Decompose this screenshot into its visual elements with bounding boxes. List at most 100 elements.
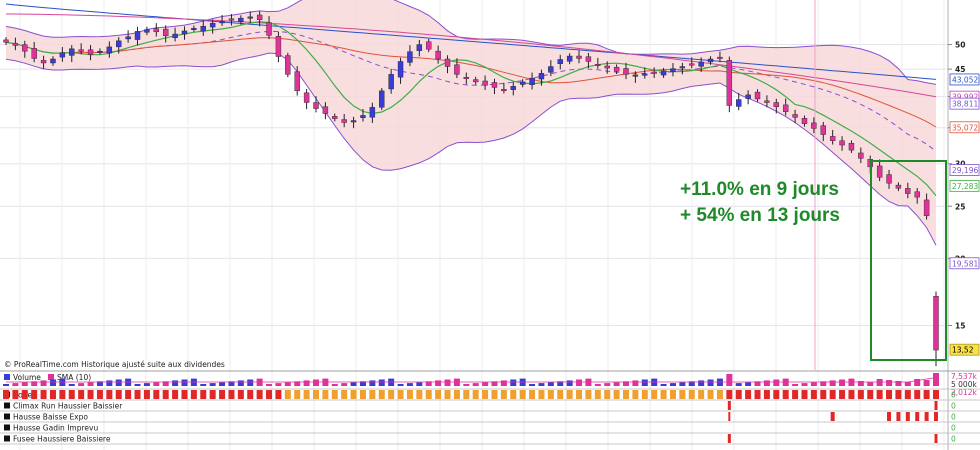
zone-bar	[792, 390, 799, 399]
candle-body	[416, 44, 423, 51]
zone-bar	[21, 390, 28, 399]
candle-body	[275, 36, 282, 57]
candle-body	[350, 120, 357, 123]
candle-body	[50, 58, 56, 64]
volume-bar	[698, 380, 705, 386]
candle-body	[22, 44, 28, 52]
indicator-swatch	[4, 413, 10, 420]
candle-body	[322, 106, 329, 114]
volume-bar	[143, 383, 150, 386]
candle-body	[303, 92, 310, 103]
volume-bar	[463, 384, 470, 386]
zone-bar	[914, 390, 921, 399]
volume-bar	[763, 380, 770, 386]
zone-bar	[716, 390, 723, 399]
candle-body	[444, 58, 451, 67]
volume-bar	[3, 384, 9, 386]
price-tag	[949, 343, 980, 356]
climax-bar	[934, 401, 938, 410]
price-tag-label: 35,072	[952, 123, 978, 132]
zone-bar	[200, 390, 207, 399]
zone-bar	[876, 390, 883, 399]
volume-bar	[341, 383, 348, 386]
volume-bar	[435, 380, 442, 386]
volume-bar	[688, 381, 695, 386]
volume-bar	[857, 381, 864, 386]
volume-bar	[491, 381, 498, 386]
zone-bar	[482, 390, 489, 399]
volume-bar	[106, 380, 113, 386]
volume-tag-label: 7,537k	[951, 372, 977, 381]
volume-bar	[134, 384, 141, 386]
candle-body	[914, 191, 920, 198]
zone-bar	[472, 390, 479, 399]
candle-body	[698, 61, 704, 67]
volume-bar	[726, 374, 733, 386]
zone-bar	[904, 390, 911, 399]
zone-bar	[40, 390, 47, 399]
price-tag-label: 19,581	[952, 259, 978, 268]
zone-bar	[585, 390, 592, 399]
volume-bar	[172, 380, 179, 386]
volume-bar	[641, 379, 648, 386]
candle-body	[604, 65, 610, 69]
volume-bar	[228, 381, 235, 386]
volume-bar	[632, 380, 639, 386]
volume-bar	[49, 379, 56, 386]
zone-bar	[12, 390, 19, 399]
candle-body	[482, 80, 488, 86]
zone-bar	[651, 390, 658, 399]
candle-body	[454, 64, 460, 75]
price-tag-label: 27,283	[952, 182, 978, 191]
zone-bar	[632, 390, 639, 399]
candle-body	[31, 48, 37, 59]
candle-body	[162, 28, 169, 37]
price-tag-label: 29,196	[952, 166, 978, 175]
volume-bar	[735, 383, 742, 386]
price-tag-label: 43,052	[952, 75, 978, 84]
volume-bar	[266, 384, 273, 386]
candle-body	[538, 73, 545, 80]
volume-bar	[707, 379, 714, 386]
candle-body	[228, 18, 235, 21]
volume-bar	[12, 383, 19, 386]
candle-body	[557, 59, 563, 64]
candle-body	[660, 70, 667, 76]
candle-body	[576, 55, 582, 59]
volume-bar	[820, 381, 827, 386]
zone-bar	[594, 390, 601, 399]
zone-bar	[763, 390, 770, 399]
zone-bar	[284, 390, 291, 399]
volume-bar	[669, 383, 676, 386]
candle-body	[679, 66, 686, 69]
zone-bar	[613, 390, 620, 399]
zone-bar	[435, 390, 442, 399]
candle-body	[388, 74, 394, 90]
volume-bar	[745, 382, 752, 386]
zone-bar	[303, 390, 310, 399]
zone-bar	[3, 390, 9, 399]
volume-bar	[810, 382, 817, 386]
candle-body	[191, 28, 197, 31]
zone-bar	[500, 390, 507, 399]
volume-bar	[237, 380, 244, 386]
volume-bar	[181, 379, 188, 386]
candle-body	[59, 52, 66, 58]
indicator-label: Hausse Gadin Imprevu	[13, 424, 98, 433]
volume-bar	[87, 382, 94, 386]
zone-bar	[237, 390, 244, 399]
candle-body	[491, 82, 498, 88]
volume-bar	[510, 379, 517, 386]
zone-bar	[350, 390, 357, 399]
zone-bar	[566, 390, 573, 399]
zone-bar	[406, 390, 413, 399]
zone-bar	[228, 390, 235, 399]
zone-bar	[679, 390, 686, 399]
zone-bar	[96, 390, 103, 399]
indicator-value: 0	[951, 402, 956, 411]
volume-bar	[153, 382, 160, 386]
sma200-line	[5, 3, 937, 80]
volume-bar	[275, 383, 282, 386]
volume-bar	[247, 379, 254, 386]
